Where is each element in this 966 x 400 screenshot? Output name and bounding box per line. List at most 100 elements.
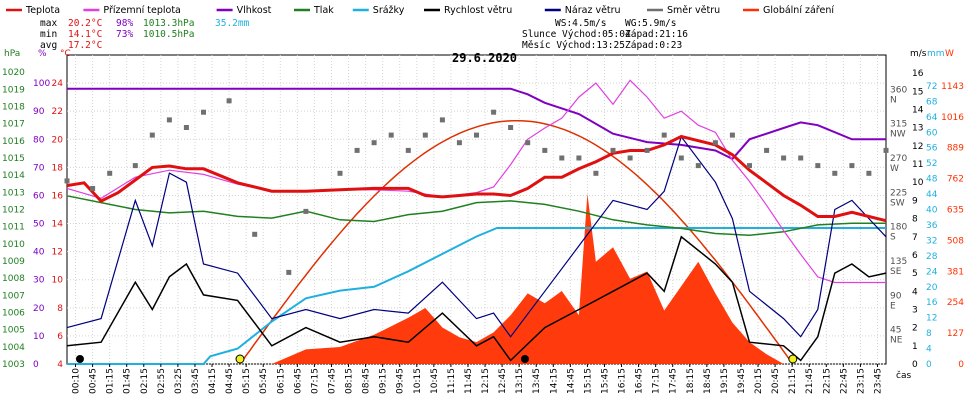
wind-direction-point: [508, 125, 514, 130]
humidity-tick-label: 30: [33, 276, 45, 286]
wind-direction-point: [610, 147, 616, 153]
x-tick-label: 04:15: [208, 368, 218, 394]
pressure-tick-label: 1005: [2, 326, 25, 336]
wind-direction-point: [644, 147, 650, 153]
wind-direction-point: [593, 170, 599, 176]
wind-tick-label: 13: [912, 124, 923, 134]
humidity-tick-label: 60: [33, 192, 45, 202]
wind-tick-label: 2: [912, 324, 918, 334]
x-tick-label: 09:45: [396, 368, 406, 394]
stat-moonset: Západ:0:23: [625, 40, 682, 51]
radiation-tick-label: 381: [947, 267, 964, 277]
wind-tick-label: 10: [912, 178, 924, 188]
pressure-tick-label: 1014: [2, 171, 25, 181]
legend-label: Globální záření: [763, 5, 834, 16]
sunset-marker: [788, 354, 798, 364]
legend: Teplota Přízemní teplota Vlhkost Tlak Srážky…: [6, 5, 834, 16]
rain-tick-label: 32: [926, 236, 937, 246]
stat-rain-total: 35.2mm: [215, 18, 250, 29]
wind-tick-label: 11: [912, 160, 923, 170]
right-unit-label: m/s: [910, 49, 927, 59]
x-tick-label: 14:45: [566, 368, 576, 394]
wind-direction-point: [832, 170, 838, 176]
rain-tick-label: 16: [926, 298, 938, 308]
x-axis-label: čas: [896, 370, 911, 381]
wind-direction-point: [337, 170, 343, 176]
rain-tick-label: 20: [926, 283, 938, 293]
pressure-tick-label: 1012: [2, 206, 25, 216]
x-tick-label: 11:15: [447, 368, 457, 394]
wind-direction-point: [64, 178, 70, 184]
temperature-tick-label: 16: [52, 192, 64, 202]
radiation-tick-label: 889: [947, 144, 964, 154]
rain-tick-label: 52: [926, 159, 937, 169]
stat-sunset: Západ:21:16: [625, 29, 688, 40]
wind-direction-point: [286, 269, 292, 275]
wind-direction-point: [439, 117, 445, 123]
rain-tick-label: 60: [926, 128, 938, 138]
x-tick-label: 03:45: [191, 368, 201, 394]
wind-tick-label: 9: [912, 196, 918, 206]
legend-label: Srážky: [373, 5, 405, 16]
direction-tick-label: 45: [890, 326, 901, 336]
wind-tick-label: 3: [912, 306, 918, 316]
radiation-tick-label: 1016: [941, 113, 964, 123]
stat-avg-label: avg: [40, 40, 57, 51]
humidity-tick-label: 20: [33, 304, 45, 314]
temperature-tick-label: 24: [52, 79, 64, 89]
wind-direction-point: [166, 117, 172, 123]
wind-direction-point: [576, 155, 582, 161]
temperature-tick-label: 14: [52, 220, 64, 230]
stat-max-label: max: [40, 18, 57, 29]
stat-min-label: min: [40, 29, 57, 40]
x-tick-label: 10:15: [413, 368, 423, 394]
wind-direction-point: [695, 163, 701, 169]
wind-direction-point: [405, 147, 411, 153]
x-tick-label: 14:15: [549, 368, 559, 394]
direction-tick-label: 270: [890, 154, 907, 164]
left-unit-label: %: [38, 49, 47, 59]
pressure-tick-label: 1018: [2, 103, 25, 113]
rain-tick-label: 24: [926, 267, 938, 277]
pressure-tick-label: 1011: [2, 223, 25, 233]
wind-direction-point: [883, 147, 889, 153]
chart-title: 29.6.2020: [452, 51, 517, 65]
x-tick-label: 00:45: [89, 368, 99, 394]
theoretical-radiation-curve: [239, 119, 791, 365]
x-tick-label: 20:15: [754, 368, 764, 394]
rain-tick-label: 68: [926, 97, 938, 107]
direction-tick-label: 180: [890, 223, 907, 233]
left-unit-label: hPa: [4, 49, 20, 59]
rain-tick-label: 40: [926, 206, 938, 216]
series-humidity: [67, 87, 886, 161]
wind-direction-point: [849, 163, 855, 169]
stat-wind-gust: WG:5.9m/s: [625, 18, 676, 29]
wind-direction-point: [252, 231, 258, 237]
x-tick-label: 21:45: [805, 368, 815, 394]
x-tick-label: 04:45: [225, 368, 235, 394]
humidity-tick-label: 0: [33, 360, 39, 370]
wind-tick-label: 6: [912, 251, 918, 261]
wind-direction-point: [661, 132, 667, 138]
x-tick-label: 19:15: [720, 368, 730, 394]
right-unit-label: W: [945, 49, 954, 59]
x-tick-label: 16:15: [618, 368, 628, 394]
direction-tick-label: 135: [890, 257, 907, 267]
stat-max-temp: 20.2°C: [68, 18, 102, 29]
right-unit-label: mm: [927, 49, 945, 59]
wind-direction-point: [303, 208, 309, 214]
radiation-tick-label: 127: [947, 329, 964, 339]
pressure-tick-label: 1007: [2, 291, 25, 301]
rain-tick-label: 4: [926, 345, 932, 355]
wind-direction-point: [388, 132, 394, 138]
wind-tick-label: 1: [912, 342, 918, 352]
wind-direction-point: [491, 109, 497, 115]
x-tick-label: 09:15: [379, 368, 389, 394]
wind-direction-point: [525, 140, 531, 146]
temperature-tick-label: 20: [52, 135, 64, 145]
rain-tick-label: 56: [926, 144, 938, 154]
x-tick-label: 22:15: [822, 368, 832, 394]
direction-tick-label: W: [890, 164, 899, 174]
pressure-tick-label: 1020: [2, 68, 25, 78]
temperature-tick-label: 8: [57, 304, 63, 314]
